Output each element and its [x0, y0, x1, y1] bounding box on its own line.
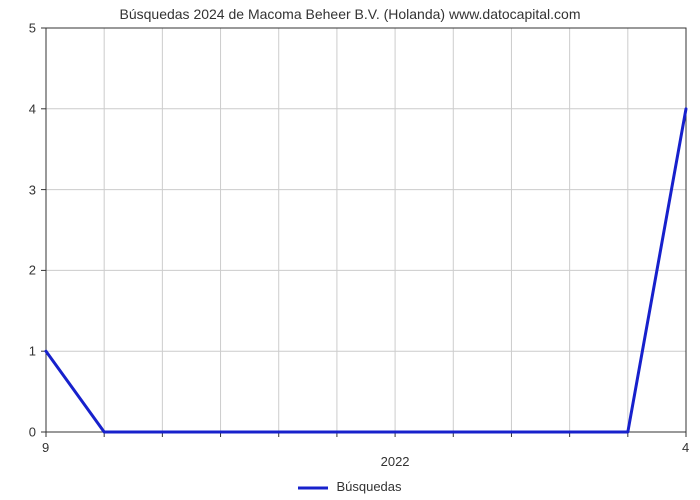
x-axis-right-label: 4 — [682, 440, 689, 455]
x-axis-left-label: 9 — [42, 440, 49, 455]
y-tick-label: 0 — [0, 425, 36, 440]
legend-series-label: Búsquedas — [336, 479, 401, 494]
x-axis-year-label: 2022 — [381, 454, 410, 469]
y-tick-label: 4 — [0, 101, 36, 116]
legend-line-swatch — [298, 479, 328, 494]
chart-legend: Búsquedas — [0, 479, 700, 494]
y-tick-label: 2 — [0, 263, 36, 278]
y-tick-label: 5 — [0, 21, 36, 36]
y-tick-label: 1 — [0, 344, 36, 359]
y-tick-label: 3 — [0, 182, 36, 197]
line-chart — [0, 0, 700, 500]
